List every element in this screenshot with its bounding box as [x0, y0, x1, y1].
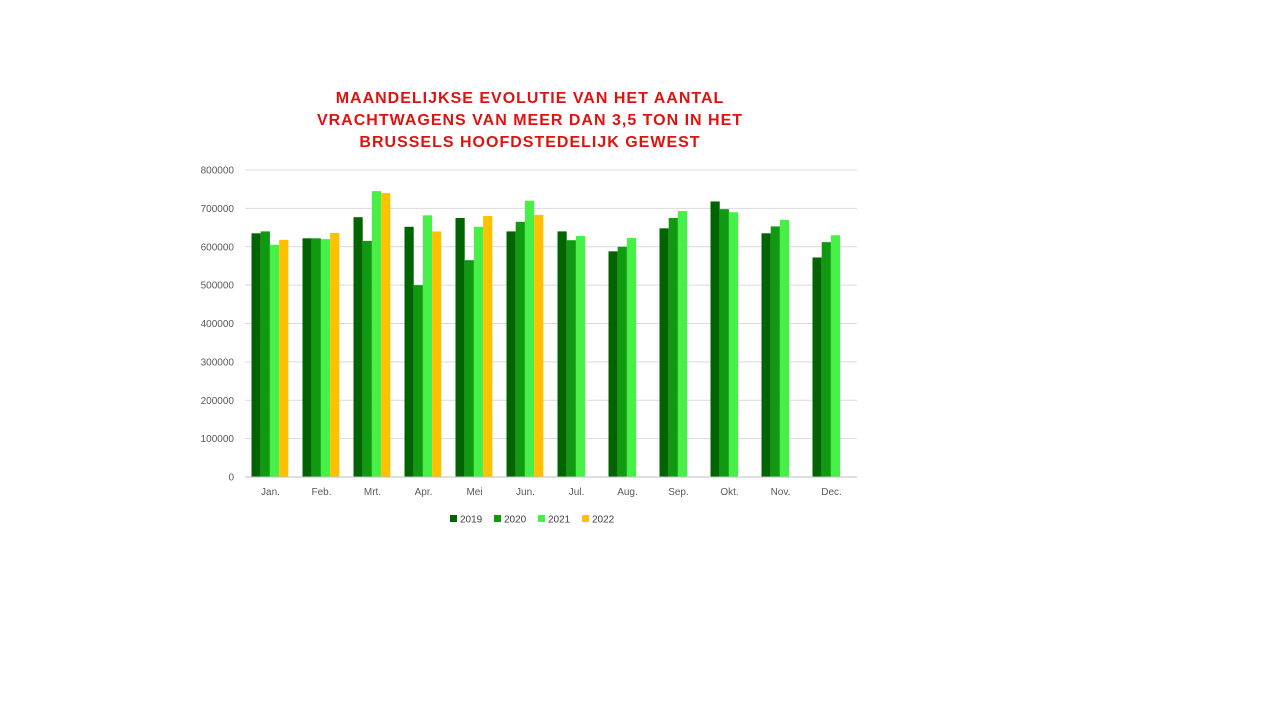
bar-2020-5 [515, 221, 525, 477]
bar-2022-3 [432, 231, 442, 477]
bar-2019-11 [812, 257, 822, 477]
bar-2019-9 [710, 201, 720, 477]
x-tick-label: Mrt. [364, 487, 381, 498]
bar-2021-9 [728, 212, 739, 477]
bar-2020-3 [413, 285, 423, 477]
y-tick-label: 500000 [201, 281, 235, 292]
x-tick-label: Jan. [261, 487, 280, 498]
bar-2019-1 [302, 238, 312, 477]
bar-2020-0 [260, 231, 270, 477]
bar-2021-1 [320, 239, 331, 477]
bar-2021-5 [524, 200, 535, 477]
bar-2022-0 [279, 239, 289, 477]
x-tick-label: Jul. [569, 487, 585, 498]
x-tick-label: Nov. [771, 487, 791, 498]
bar-2021-11 [830, 235, 841, 477]
legend-label-2020: 2020 [504, 515, 527, 526]
y-tick-label: 100000 [201, 434, 235, 445]
legend-swatch-2022 [582, 515, 589, 522]
y-tick-label: 400000 [201, 319, 235, 330]
bar-2021-6 [575, 236, 586, 477]
bar-2020-10 [770, 226, 780, 477]
gridlines [245, 169, 857, 440]
bar-2021-8 [677, 211, 688, 477]
bar-2022-5 [534, 214, 544, 477]
legend-swatch-2021 [538, 515, 545, 522]
bar-2021-4 [473, 226, 484, 477]
legend-label-2021: 2021 [548, 515, 571, 526]
legend-label-2022: 2022 [592, 515, 615, 526]
bar-2021-0 [269, 244, 280, 477]
x-tick-label: Sep. [668, 487, 689, 498]
legend-label-2019: 2019 [460, 515, 483, 526]
axes: 0 100000 200000 300000 400000 500000 600000 700… [201, 166, 857, 498]
bar-2021-3 [422, 215, 433, 477]
y-tick-label: 300000 [201, 357, 235, 368]
legend: 2019 2020 2021 2022 [450, 515, 615, 526]
bar-2019-3 [404, 226, 414, 477]
bar-2019-6 [557, 231, 567, 477]
x-tick-label: Feb. [311, 487, 331, 498]
x-tick-label: Okt. [720, 487, 738, 498]
bar-2020-8 [668, 217, 678, 477]
bar-2020-9 [719, 209, 729, 477]
x-tick-label: Mei [466, 487, 482, 498]
y-tick-label: 200000 [201, 396, 235, 407]
bar-2020-2 [362, 240, 372, 477]
bar-2021-2 [371, 191, 382, 477]
bar-2020-7 [617, 246, 627, 477]
bar-2019-10 [761, 233, 771, 477]
y-tick-label: 600000 [201, 242, 235, 253]
legend-swatch-2020 [494, 515, 501, 522]
y-tick-label: 700000 [201, 204, 235, 215]
legend-swatch-2019 [450, 515, 457, 522]
x-tick-label: Dec. [821, 487, 842, 498]
chart-title-line-2: VRACHTWAGENS VAN MEER DAN 3,5 TON IN HET [316, 112, 744, 129]
chart-title-line-3: BRUSSELS HOOFDSTEDELIJK GEWEST [359, 134, 701, 151]
bar-2022-2 [381, 193, 391, 477]
bar-2021-10 [779, 219, 790, 477]
bar-2022-1 [330, 232, 340, 477]
bar-2020-6 [566, 240, 576, 477]
chart-title: MAANDELIJKSE EVOLUTIE VAN HET AANTAL VRA… [280, 88, 780, 154]
bar-2022-4 [483, 216, 493, 478]
x-tick-label: Aug. [617, 487, 638, 498]
bar-2019-0 [251, 233, 261, 477]
x-tick-label: Jun. [516, 487, 535, 498]
x-tick-label: Apr. [415, 487, 433, 498]
y-tick-label: 0 [228, 473, 234, 484]
bar-2020-11 [821, 242, 831, 477]
bar-2020-4 [464, 260, 474, 477]
bar-2019-5 [506, 231, 516, 477]
bar-2019-4 [455, 217, 465, 477]
y-tick-label: 800000 [201, 166, 235, 177]
bar-2019-2 [353, 217, 363, 478]
bar-2020-1 [311, 238, 321, 477]
bar-2019-7 [608, 251, 618, 477]
bar-2019-8 [659, 228, 669, 477]
chart-title-line-1: MAANDELIJKSE EVOLUTIE VAN HET AANTAL [335, 90, 725, 107]
bar-2021-7 [626, 237, 637, 477]
bars [251, 191, 841, 478]
